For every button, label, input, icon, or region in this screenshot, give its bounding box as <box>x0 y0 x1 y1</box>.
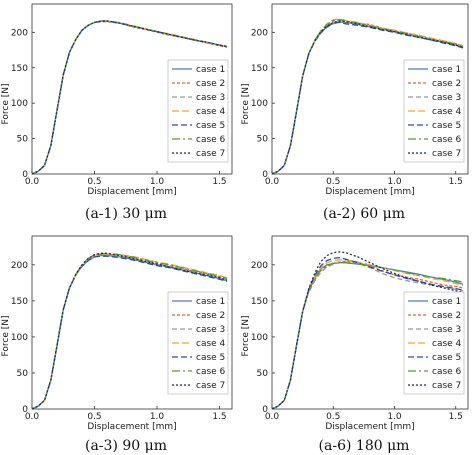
legend-label: case 6 <box>432 135 462 145</box>
x-axis-label: Displacement [mm] <box>325 187 414 197</box>
series-line-case-4 <box>31 253 228 410</box>
x-tick-label: 1.5 <box>449 177 463 187</box>
legend-label: case 5 <box>432 121 461 131</box>
y-tick-label: 50 <box>257 369 269 379</box>
y-tick-label: 0 <box>22 405 28 415</box>
y-tick-label: 150 <box>251 64 268 74</box>
x-tick-label: 0.0 <box>265 412 280 422</box>
y-axis-label: Force [N] <box>1 316 11 357</box>
y-tick-label: 150 <box>251 297 268 307</box>
y-axis-label: Force [N] <box>241 84 251 125</box>
legend-label: case 1 <box>432 297 461 307</box>
series-line-case-4 <box>271 259 464 410</box>
x-tick-label: 1.5 <box>212 412 226 422</box>
legend-label: case 6 <box>196 367 226 377</box>
chart-panel-2: 0.0 0.5 1.0 1.5 0 50 100 150 200 Displacement [mm… <box>241 3 469 222</box>
legend: case 1 case 2 case 3 case 4 case 5 case 6 case… <box>167 59 229 163</box>
x-tick-label: 1.0 <box>387 412 402 422</box>
legend-label: case 1 <box>432 65 461 75</box>
legend-label: case 3 <box>432 93 461 103</box>
legend-label: case 7 <box>432 149 461 159</box>
x-tick-label: 0.0 <box>265 177 280 187</box>
x-tick-label: 0.5 <box>87 177 101 187</box>
x-tick-label: 1.0 <box>150 412 165 422</box>
x-tick-label: 0.0 <box>25 177 40 187</box>
x-axis-label: Displacement [mm] <box>87 187 176 197</box>
y-tick-label: 100 <box>11 99 28 109</box>
series-line-case-7 <box>271 20 464 175</box>
y-tick-label: 0 <box>22 170 28 180</box>
y-tick-label: 50 <box>17 369 29 379</box>
panel-caption: (a-2) 60 μm <box>323 206 405 222</box>
legend-label: case 7 <box>432 381 461 391</box>
series-line-case-6 <box>271 262 464 410</box>
series-line-case-2 <box>271 260 464 410</box>
series-line-case-6 <box>31 252 228 410</box>
chart-panel-1: 0.0 0.5 1.0 1.5 0 50 100 150 200 Displacement [mm… <box>1 3 233 222</box>
series-line-case-7 <box>31 20 228 175</box>
series-line-case-6 <box>271 18 464 175</box>
legend-label: case 4 <box>196 339 226 349</box>
legend-label: case 6 <box>196 135 226 145</box>
x-axis-label: Displacement [mm] <box>325 422 414 432</box>
y-axis-label: Force [N] <box>241 316 251 357</box>
x-tick-label: 1.0 <box>387 177 402 187</box>
y-tick-label: 0 <box>262 170 268 180</box>
panel-caption: (a-1) 30 μm <box>85 206 167 222</box>
y-tick-label: 100 <box>11 333 28 343</box>
series-line-case-2 <box>31 252 228 410</box>
x-tick-label: 1.0 <box>150 177 165 187</box>
legend-label: case 3 <box>196 325 225 335</box>
legend-label: case 5 <box>432 353 461 363</box>
legend-label: case 6 <box>432 367 462 377</box>
legend-label: case 2 <box>196 311 225 321</box>
legend-label: case 1 <box>196 297 225 307</box>
legend-label: case 5 <box>196 353 225 363</box>
legend-label: case 3 <box>196 93 225 103</box>
legend-label: case 2 <box>432 79 461 89</box>
x-tick-label: 0.0 <box>25 412 40 422</box>
x-tick-label: 1.5 <box>449 412 463 422</box>
legend-box <box>167 59 229 163</box>
y-tick-label: 200 <box>11 28 28 38</box>
legend: case 1 case 2 case 3 case 4 case 5 case 6 case… <box>167 291 229 395</box>
x-tick-label: 0.5 <box>87 412 101 422</box>
legend-label: case 7 <box>196 149 225 159</box>
legend-label: case 4 <box>432 339 462 349</box>
y-tick-label: 150 <box>11 64 28 74</box>
legend: case 1 case 2 case 3 case 4 case 5 case 6 case… <box>403 291 465 395</box>
legend-label: case 4 <box>432 107 462 117</box>
legend-label: case 4 <box>196 107 226 117</box>
x-axis-label: Displacement [mm] <box>87 422 176 432</box>
y-tick-label: 100 <box>251 333 268 343</box>
legend-label: case 5 <box>196 121 225 131</box>
series-line-case-7 <box>271 251 464 410</box>
y-tick-label: 0 <box>262 405 268 415</box>
y-tick-label: 200 <box>11 261 28 271</box>
legend-label: case 3 <box>432 325 461 335</box>
legend-label: case 7 <box>196 381 225 391</box>
y-tick-label: 100 <box>251 99 268 109</box>
x-tick-label: 1.5 <box>212 177 226 187</box>
y-tick-label: 200 <box>251 28 268 38</box>
panel-caption: (a-6) 180 μm <box>319 438 410 454</box>
x-tick-label: 0.5 <box>326 177 340 187</box>
series-line-case-4 <box>271 18 464 175</box>
legend: case 1 case 2 case 3 case 4 case 5 case 6 case… <box>403 59 465 163</box>
legend-label: case 1 <box>196 65 225 75</box>
y-axis-label: Force [N] <box>1 84 11 125</box>
chart-panel-3: 0.0 0.5 1.0 1.5 0 50 100 150 200 Displacement [mm… <box>1 235 233 454</box>
legend-label: case 2 <box>196 79 225 89</box>
y-tick-label: 200 <box>251 261 268 271</box>
y-tick-label: 50 <box>257 135 269 145</box>
panel-caption: (a-3) 90 μm <box>85 438 167 454</box>
legend-label: case 2 <box>432 311 461 321</box>
y-tick-label: 50 <box>17 135 29 145</box>
series-line-case-5 <box>271 21 464 175</box>
chart-panel-4: 0.0 0.5 1.0 1.5 0 50 100 150 200 Displacement [mm… <box>241 235 469 454</box>
y-tick-label: 150 <box>11 297 28 307</box>
x-tick-label: 0.5 <box>326 412 340 422</box>
